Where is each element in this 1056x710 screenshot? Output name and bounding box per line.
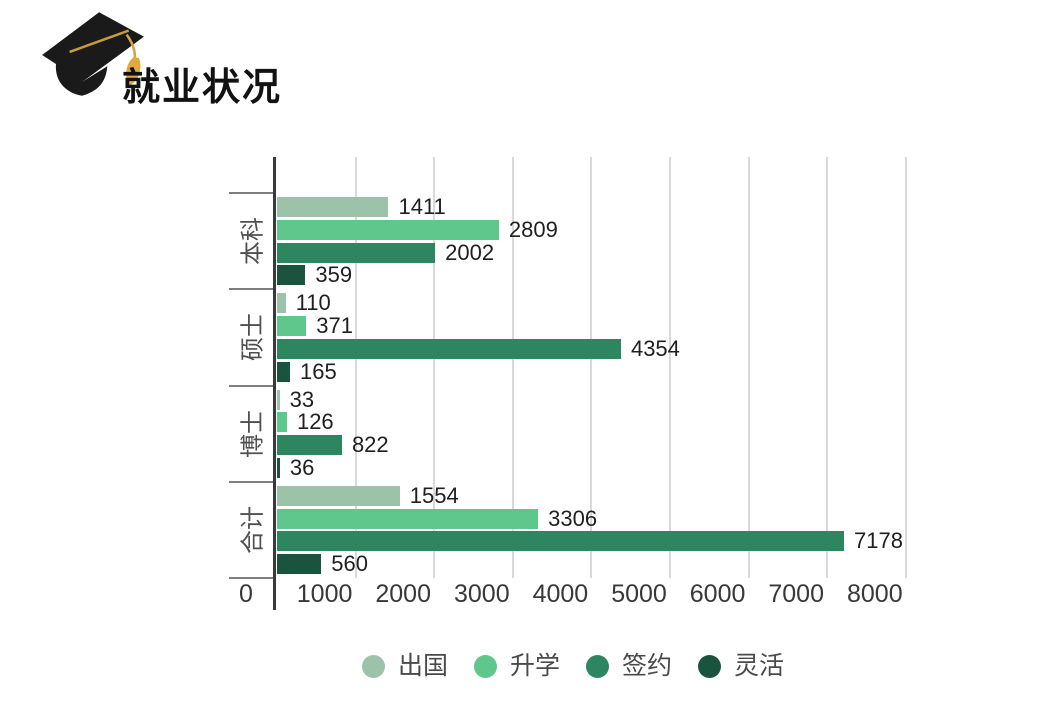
legend-item: 升学	[473, 652, 560, 680]
bar-value-label: 359	[315, 262, 353, 288]
legend-label: 签约	[622, 652, 673, 680]
category-tick	[229, 192, 276, 194]
chart-legend: 出国 升学 签约 灵活	[90, 648, 1056, 684]
legend-label: 升学	[509, 652, 560, 680]
bar	[277, 293, 286, 314]
legend-item: 出国	[361, 652, 448, 680]
x-tick-label: 8000	[846, 580, 903, 608]
x-tick-label: 0	[239, 580, 253, 608]
bar-value-label: 126	[296, 409, 334, 435]
legend-swatch	[473, 654, 497, 678]
bar	[277, 485, 400, 506]
legend-label: 出国	[397, 652, 448, 680]
gridline	[747, 157, 750, 578]
bar-value-label: 36	[289, 454, 315, 480]
bar-value-label: 7178	[854, 528, 903, 554]
category-tick	[229, 577, 276, 579]
x-tick-label: 5000	[611, 580, 667, 608]
bar-value-label: 2002	[445, 239, 495, 265]
gridline	[669, 157, 671, 578]
y-axis-line	[273, 157, 276, 610]
bar-value-label: 2809	[508, 216, 558, 242]
bar	[277, 389, 280, 410]
x-tick-label: 6000	[689, 580, 746, 608]
bar-value-label: 560	[331, 551, 368, 577]
category-tick	[229, 384, 276, 387]
category-label: 本科	[239, 217, 267, 266]
gridline	[904, 157, 907, 578]
bar	[277, 242, 436, 263]
x-tick-label: 3000	[453, 580, 510, 608]
bar-value-label: 3306	[548, 505, 598, 531]
category-label: 博士	[239, 409, 267, 458]
bar	[277, 412, 287, 433]
bar	[277, 197, 389, 217]
bar-value-label: 822	[351, 432, 389, 458]
bar	[277, 457, 280, 478]
bar-value-label: 165	[300, 358, 337, 384]
tassel	[126, 57, 141, 86]
bar-value-label: 371	[316, 313, 354, 339]
cap-board	[42, 12, 144, 82]
x-tick-label: 1000	[296, 580, 353, 608]
bar	[277, 316, 307, 337]
bar-value-label: 1411	[398, 194, 446, 219]
cap-base	[55, 61, 108, 96]
legend-item: 灵活	[698, 653, 784, 679]
bar	[277, 219, 499, 240]
category-label: 合计	[239, 505, 267, 554]
x-tick-label: 2000	[375, 580, 431, 608]
legend-swatch	[361, 654, 385, 678]
bar	[277, 508, 539, 529]
legend-label: 灵活	[734, 652, 785, 680]
bar	[277, 338, 621, 359]
category-tick	[229, 480, 276, 483]
bar	[277, 531, 845, 552]
legend-swatch	[586, 654, 609, 678]
bar	[277, 435, 342, 456]
category-tick	[229, 288, 276, 291]
bar	[277, 265, 306, 286]
gridline	[511, 157, 514, 578]
bar-value-label: 1554	[409, 482, 459, 508]
bar-value-label: 110	[295, 290, 331, 316]
gridline	[433, 157, 436, 578]
category-label: 硕士	[239, 313, 267, 362]
bar	[277, 554, 322, 575]
x-tick-label: 7000	[768, 580, 824, 608]
cap-seam	[69, 29, 130, 54]
x-tick-label: 4000	[532, 580, 589, 608]
page-title: 就业状况	[122, 67, 283, 109]
graduation-cap-icon	[42, 12, 144, 96]
bar-value-label: 4354	[630, 335, 680, 361]
gridline	[826, 157, 829, 578]
legend-item: 签约	[586, 653, 672, 679]
bar-value-label: 33	[289, 386, 315, 412]
legend-swatch	[698, 654, 722, 678]
gridline	[354, 157, 357, 578]
bar	[277, 361, 291, 382]
gridline	[590, 157, 593, 578]
